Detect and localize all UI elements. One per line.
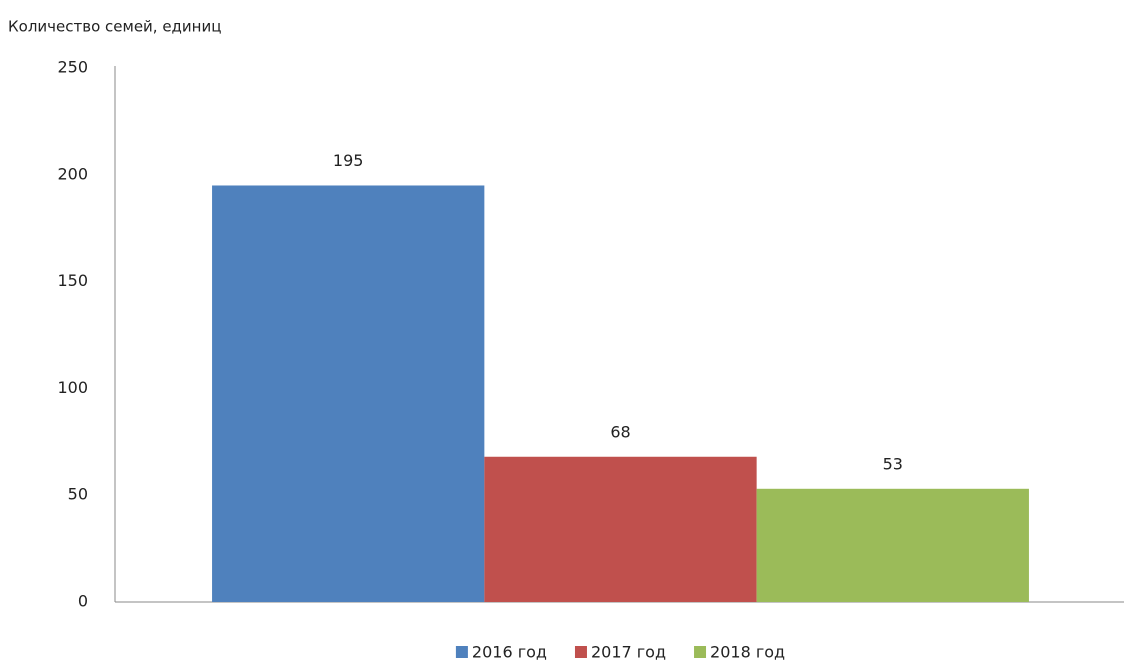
bar (756, 488, 1029, 602)
y-tick-label: 250 (57, 58, 88, 77)
legend-swatch (694, 646, 707, 658)
legend-label: 2017 год (591, 643, 666, 662)
y-tick-label: 150 (57, 271, 88, 290)
y-tick-label: 50 (68, 485, 88, 504)
data-label: 195 (333, 151, 364, 170)
data-label: 53 (883, 454, 903, 473)
legend-label: 2016 год (472, 643, 547, 662)
data-label: 68 (610, 422, 630, 441)
legend-swatch (574, 646, 587, 658)
legend-swatch (455, 646, 468, 658)
y-tick-label: 0 (78, 592, 88, 611)
bar (212, 185, 485, 603)
legend-label: 2018 год (710, 643, 785, 662)
y-tick-label: 100 (57, 378, 88, 397)
bar (484, 456, 757, 602)
y-tick-label: 200 (57, 164, 88, 183)
y-axis-title: Количество семей, единиц (8, 18, 221, 36)
